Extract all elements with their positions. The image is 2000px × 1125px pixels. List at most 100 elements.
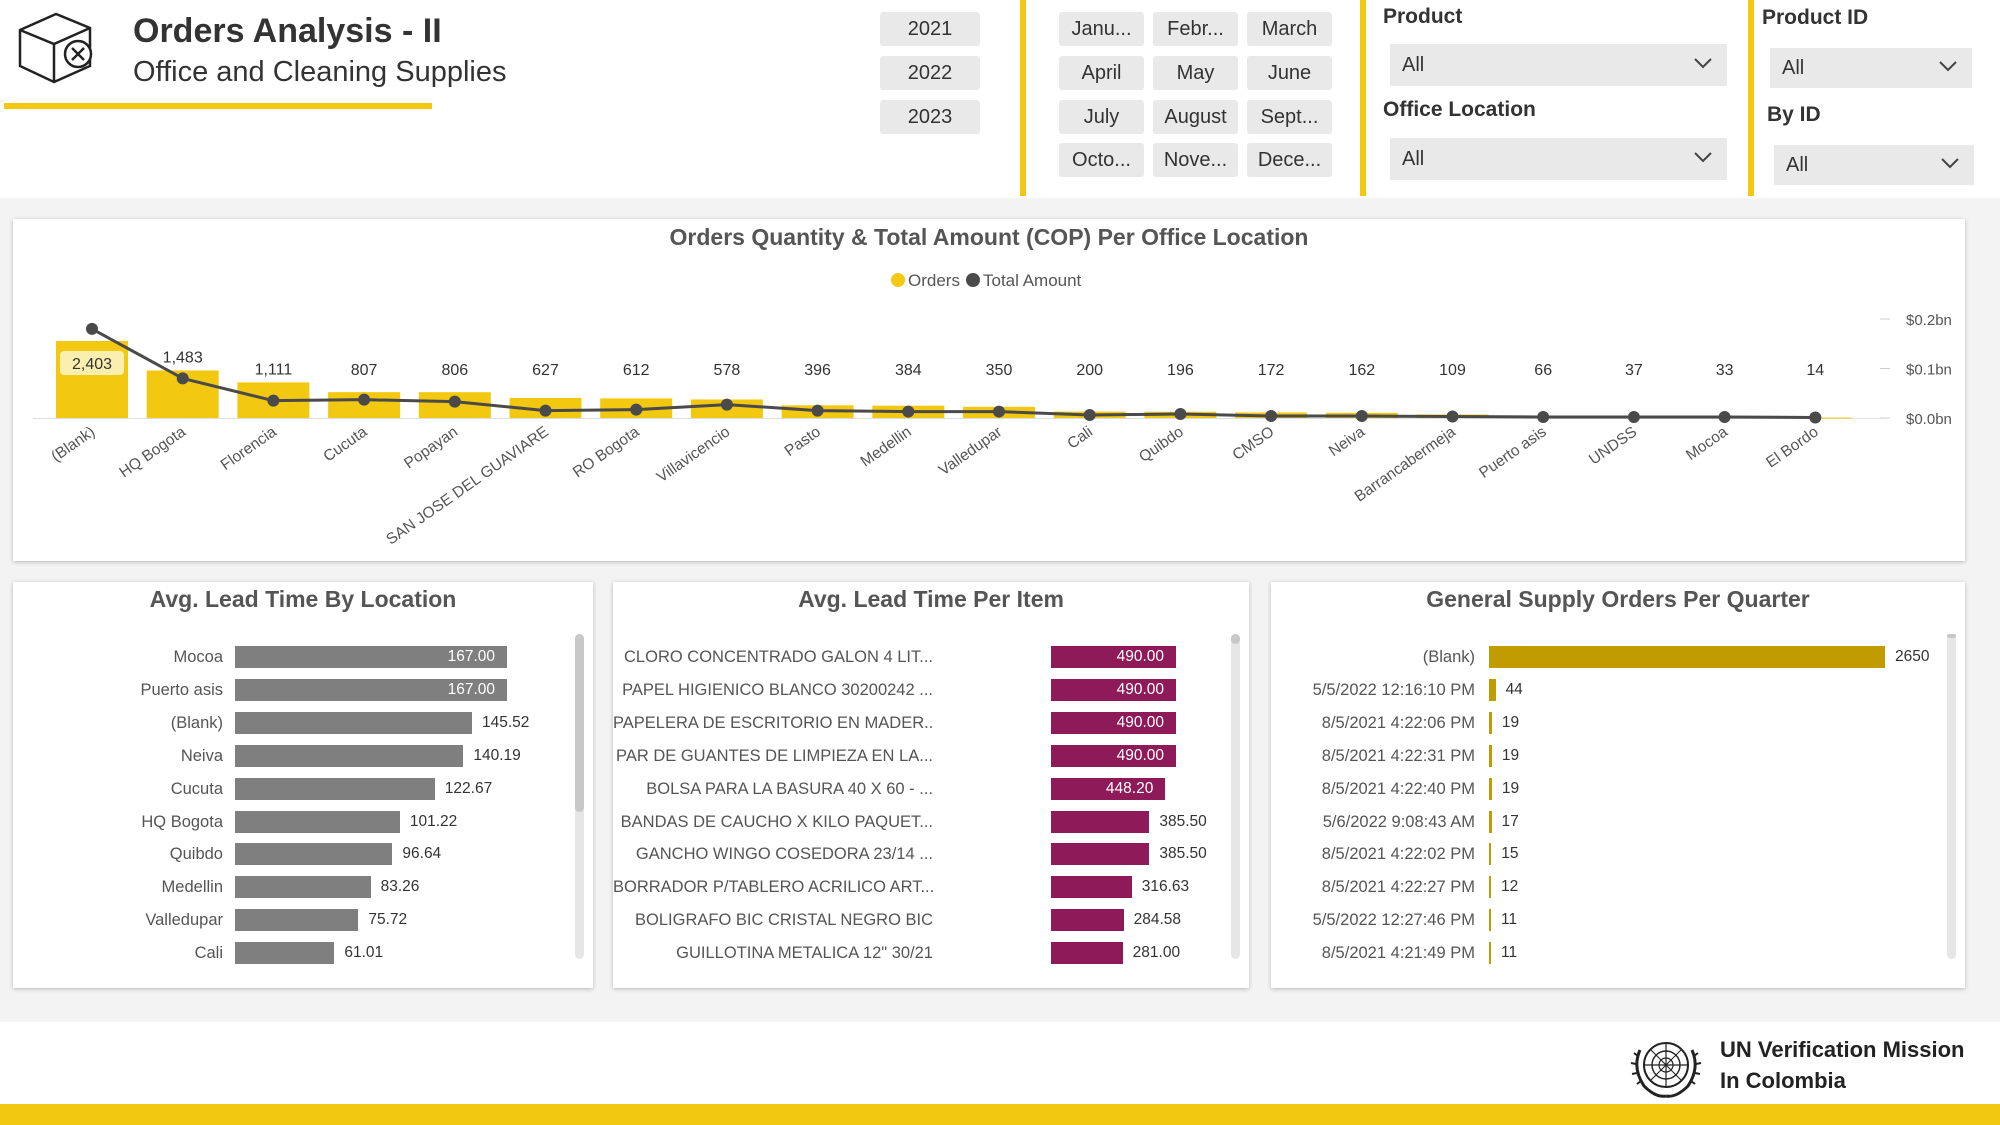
row-label: PAPEL HIGIENICO BLANCO 30200242 ... (622, 680, 933, 699)
data-bar[interactable] (1489, 678, 1496, 701)
bar-value-label: 75.72 (368, 911, 408, 929)
bar-value-label: 316.63 (1141, 878, 1190, 896)
bar-value-label: 490.00 (1116, 746, 1164, 764)
month-button-july[interactable]: July (1059, 100, 1144, 134)
month-button-october[interactable]: Octo... (1059, 143, 1144, 177)
data-bar[interactable] (1051, 843, 1150, 866)
data-bar[interactable] (1489, 711, 1492, 734)
bar-value-label: 140.19 (473, 746, 521, 764)
total-amount-point (448, 395, 461, 408)
orders-data-label: 384 (895, 362, 922, 379)
orders-data-label: 396 (804, 362, 831, 379)
bar-value-label: 44 (1505, 680, 1523, 698)
month-button-march[interactable]: March (1247, 12, 1332, 46)
x-tick-label: Cali (1064, 423, 1096, 452)
data-bar[interactable] (235, 876, 371, 899)
bar-value-label: 385.50 (1159, 812, 1207, 830)
data-bar[interactable] (235, 909, 359, 932)
row-label: CLORO CONCENTRADO GALON 4 LIT... (624, 648, 933, 666)
data-bar[interactable] (1489, 843, 1492, 866)
data-bar[interactable] (1489, 777, 1492, 800)
bar-value-label: 17 (1501, 812, 1519, 830)
orders-data-label: 162 (1348, 362, 1375, 379)
total-amount-point (720, 398, 733, 411)
total-amount-point (902, 405, 915, 418)
data-bar[interactable] (1051, 909, 1124, 932)
scrollbar[interactable] (1231, 634, 1240, 959)
data-bar[interactable] (235, 678, 507, 701)
row-label: Puerto asis (140, 680, 223, 699)
data-bar[interactable] (1051, 876, 1132, 899)
month-button-may[interactable]: May (1153, 56, 1238, 90)
data-bar[interactable] (1489, 942, 1491, 965)
month-button-september[interactable]: Sept... (1247, 100, 1332, 134)
office-location-dropdown[interactable]: All (1390, 138, 1727, 180)
data-bar[interactable] (1489, 810, 1492, 833)
orders-data-label: 66 (1534, 362, 1552, 379)
total-amount-point (630, 403, 643, 416)
year-button-2022[interactable]: 2022 (880, 56, 980, 90)
x-tick-label: Puerto asis (1476, 423, 1549, 482)
total-amount-point (86, 322, 98, 335)
org-name-line2: In Colombia (1720, 1068, 1846, 1093)
total-amount-point (539, 404, 552, 417)
data-bar[interactable] (235, 942, 335, 965)
data-bar[interactable] (1051, 678, 1176, 701)
data-bar[interactable] (235, 777, 435, 800)
data-bar[interactable] (235, 843, 393, 866)
scrollbar[interactable] (1947, 634, 1956, 959)
month-button-august[interactable]: August (1153, 100, 1238, 134)
data-bar[interactable] (235, 711, 472, 734)
y2-tick-label: $0.0bn (1906, 411, 1952, 428)
page-title: Orders Analysis - II (133, 12, 442, 50)
product-id-dropdown[interactable]: All (1770, 48, 1972, 88)
data-bar[interactable] (1051, 810, 1150, 833)
data-bar[interactable] (1489, 909, 1491, 932)
month-button-february[interactable]: Febr... (1153, 12, 1238, 46)
legend-orders-marker (891, 273, 905, 287)
data-bar[interactable] (235, 744, 464, 767)
by-id-dropdown[interactable]: All (1774, 145, 1974, 185)
month-button-june[interactable]: June (1247, 56, 1332, 90)
bar-value-label: 145.52 (482, 713, 530, 731)
orders-combo-chart: Orders Total Amount $0.2bn $0.1bn $0.0bn 2,40… (33, 271, 1952, 548)
row-label: BANDAS DE CAUCHO X KILO PAQUET... (620, 812, 933, 831)
bar-value-label: 19 (1501, 746, 1520, 764)
year-button-2021[interactable]: 2021 (880, 12, 980, 46)
scrollbar-thumb[interactable] (575, 634, 584, 812)
lead-item-title: Avg. Lead Time Per Item (798, 586, 1064, 612)
month-button-december[interactable]: Dece... (1247, 143, 1332, 177)
data-bar[interactable] (1051, 711, 1176, 734)
bar-value-label: 19 (1501, 713, 1520, 731)
title-underline (4, 103, 432, 109)
scrollbar-thumb[interactable] (1947, 634, 1956, 638)
data-bar[interactable] (1489, 646, 1885, 668)
row-label: 8/5/2021 4:22:40 PM (1321, 779, 1475, 798)
data-bar[interactable] (235, 810, 400, 833)
data-bar[interactable] (1489, 876, 1491, 899)
x-tick-label: CMSO (1230, 423, 1278, 464)
bar-value-label: 490.00 (1116, 680, 1164, 698)
data-bar[interactable] (1051, 942, 1123, 965)
data-bar[interactable] (1051, 744, 1176, 767)
data-bar[interactable] (1051, 777, 1166, 800)
year-button-2023[interactable]: 2023 (880, 100, 980, 134)
row-label: HQ Bogota (141, 812, 223, 831)
orders-quarter-title: General Supply Orders Per Quarter (1426, 586, 1810, 612)
bar-value-label: 15 (1501, 845, 1519, 863)
row-label: Cucuta (170, 779, 223, 798)
row-label: BOLIGRAFO BIC CRISTAL NEGRO BIC (635, 911, 933, 930)
data-bar[interactable] (1489, 744, 1492, 767)
product-dropdown[interactable]: All (1390, 44, 1727, 86)
scrollbar[interactable] (575, 634, 584, 959)
month-button-january[interactable]: Janu... (1059, 12, 1144, 46)
scrollbar-thumb[interactable] (1231, 634, 1240, 644)
chevron-down-icon (1694, 152, 1712, 163)
month-button-november[interactable]: Nove... (1153, 143, 1238, 177)
month-button-april[interactable]: April (1059, 56, 1144, 90)
chevron-down-icon (1941, 158, 1959, 169)
x-tick-label: SAN JOSE DEL GUAVIARE (383, 423, 552, 548)
data-bar[interactable] (235, 646, 507, 668)
bar-value-label: 490.00 (1116, 713, 1164, 731)
data-bar[interactable] (1051, 646, 1176, 668)
